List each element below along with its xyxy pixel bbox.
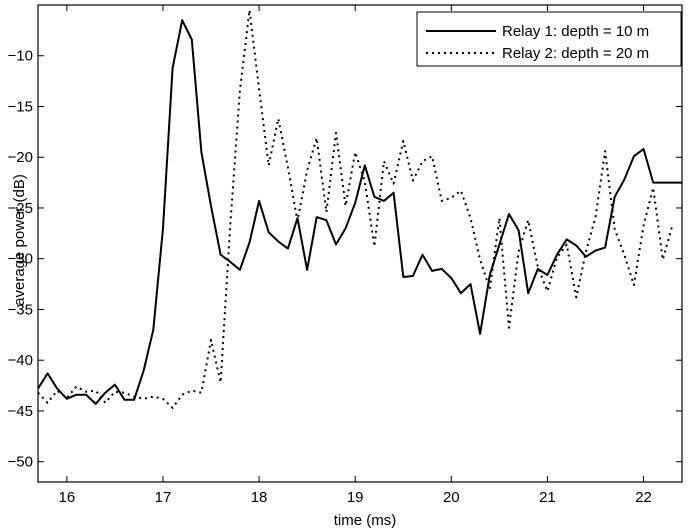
x-tick-label: 21 [539,489,556,506]
plot-frame [37,4,683,483]
axis-ticks [38,5,682,482]
y-tick-label: −40 [8,352,33,369]
axes-box [37,4,683,483]
y-axis-label: average power (dB) [11,174,28,306]
legend-box [416,11,682,67]
x-tick-label: 22 [635,489,652,506]
y-tick-label: −25 [8,200,33,217]
series-line-relay-2 [38,9,674,409]
legend: Relay 1: depth = 10 m Relay 2: depth = 2… [416,11,682,67]
series-layer [38,9,682,409]
legend-label-relay-2: Relay 2: depth = 20 m [502,45,649,62]
x-tick-label: 18 [251,489,268,506]
y-tick-label: −35 [8,301,33,318]
y-tick-label: −50 [8,454,33,471]
series-line-relay-1 [38,19,682,405]
y-tick-label: −15 [8,98,33,115]
y-tick-label: −20 [8,149,33,166]
legend-label-relay-1: Relay 1: depth = 10 m [502,23,649,40]
y-tick-label: −45 [8,403,33,420]
x-tick-label: 20 [443,489,460,506]
x-tick-label: 17 [155,489,172,506]
x-tick-label: 16 [58,489,75,506]
x-axis-label: time (ms) [334,512,397,529]
y-tick-label: −30 [8,251,33,268]
x-tick-label: 19 [347,489,364,506]
y-tick-label: −10 [8,48,33,65]
tick-labels: 16 17 18 19 20 21 22 −50 −45 −40 −35 −30 −25 −20 −15 −1… [8,48,652,506]
